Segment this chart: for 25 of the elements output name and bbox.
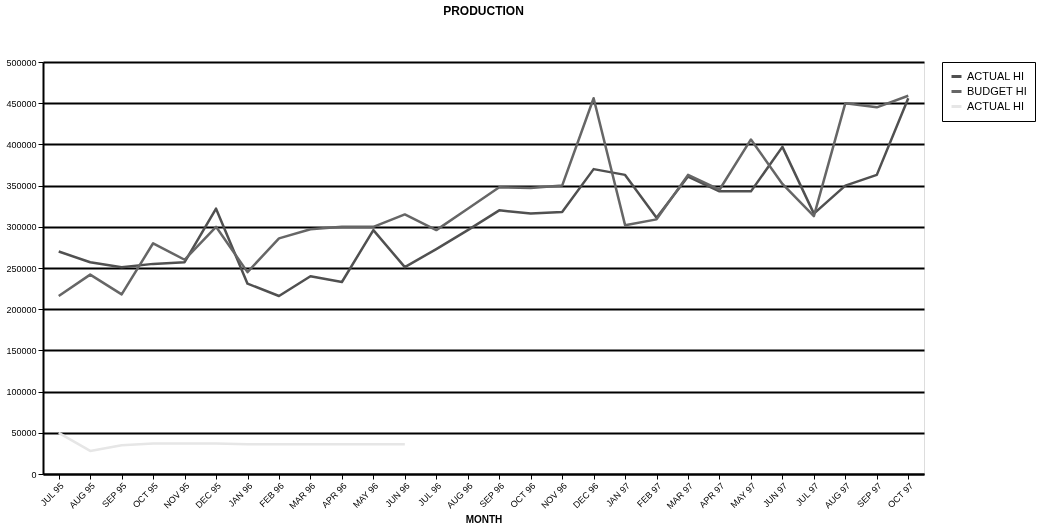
y-tick-label: 450000 <box>6 98 37 109</box>
y-tick-label: 350000 <box>6 181 37 192</box>
x-tick-label: JUL 97 <box>793 480 821 508</box>
y-tick-label: 0 <box>31 469 37 480</box>
legend-label: ACTUAL HI <box>967 69 1025 82</box>
x-tick-label: SEP 96 <box>477 480 507 510</box>
y-tick-label: 50000 <box>11 428 37 439</box>
x-tick-label: SEP 95 <box>99 480 129 510</box>
legend-label: BUDGET HI <box>967 84 1027 97</box>
y-tick-label: 200000 <box>6 304 37 315</box>
y-tick-label: 100000 <box>6 387 37 398</box>
y-tick-label: 250000 <box>6 263 37 274</box>
line-series <box>57 431 407 453</box>
legend-label: ACTUAL HI <box>967 99 1025 112</box>
y-tick-label: 300000 <box>6 222 37 233</box>
x-tick-label: FEB 97 <box>635 480 664 510</box>
x-tick-label: JUL 95 <box>38 480 66 508</box>
y-tick-label: 150000 <box>6 345 37 356</box>
y-tick-label: 400000 <box>6 139 37 150</box>
x-tick-label: JUL 96 <box>416 480 444 508</box>
x-tick-label: SEP 97 <box>855 480 884 510</box>
x-tick-label: FEB 96 <box>257 480 286 510</box>
y-tick-label: 500000 <box>6 57 37 68</box>
chart-title: PRODUCTION <box>443 4 524 18</box>
x-axis-title: MONTH <box>465 513 503 525</box>
